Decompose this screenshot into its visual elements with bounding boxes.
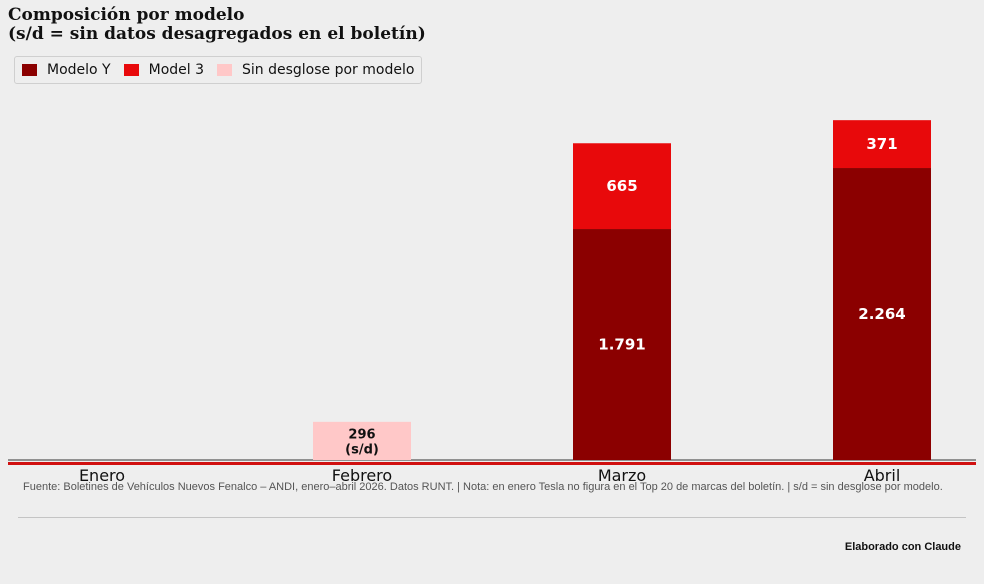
data-label-modelo-y-marzo: 1.791: [598, 336, 645, 354]
data-label-modelo-y-abril: 2.264: [858, 305, 905, 323]
legend-item-sin-desglose: Sin desglose por modelo: [217, 62, 414, 78]
data-label-model-3-abril: 371: [866, 135, 897, 153]
legend-swatch-sin-desglose: [217, 64, 233, 76]
legend-label-modelo-y: Modelo Y: [47, 62, 111, 78]
chart-legend: Modelo Y Model 3 Sin desglose por modelo: [14, 56, 423, 84]
chart-title-line1: Composición por modelo: [8, 5, 245, 25]
source-footnote: Fuente: Boletines de Vehículos Nuevos Fe…: [23, 481, 943, 493]
bar-model-3-marzo: [573, 143, 671, 230]
bar-modelo-y-marzo: [573, 229, 671, 460]
legend-item-model-3: Model 3: [123, 62, 205, 78]
footer-divider: [18, 517, 966, 518]
data-label-sin-desglose-por-modelo-febrero: 296 (s/d): [345, 427, 379, 457]
bar-sin-desglose-por-modelo-febrero: [313, 421, 411, 460]
x-tick-label-febrero: Febrero: [332, 466, 392, 485]
legend-label-sin-desglose: Sin desglose por modelo: [242, 62, 415, 78]
x-tick-label-marzo: Marzo: [598, 466, 646, 485]
bar-model-3-abril: [833, 120, 931, 169]
legend-item-modelo-y: Modelo Y: [22, 62, 111, 78]
legend-swatch-model-3: [123, 64, 139, 76]
legend-swatch-modelo-y: [22, 64, 37, 76]
x-tick-label-abril: Abril: [864, 466, 901, 485]
x-tick-label-enero: Enero: [79, 466, 125, 485]
credit-label: Elaborado con Claude: [844, 541, 961, 553]
chart-title-line2: (s/d = sin datos desagregados en el bole…: [8, 24, 426, 44]
accent-line: [8, 462, 976, 465]
bar-modelo-y-abril: [833, 168, 931, 460]
chart-title: Composición por modelo (s/d = sin datos …: [8, 6, 426, 44]
data-label-model-3-marzo: 665: [606, 177, 637, 195]
legend-label-model-3: Model 3: [148, 62, 205, 78]
